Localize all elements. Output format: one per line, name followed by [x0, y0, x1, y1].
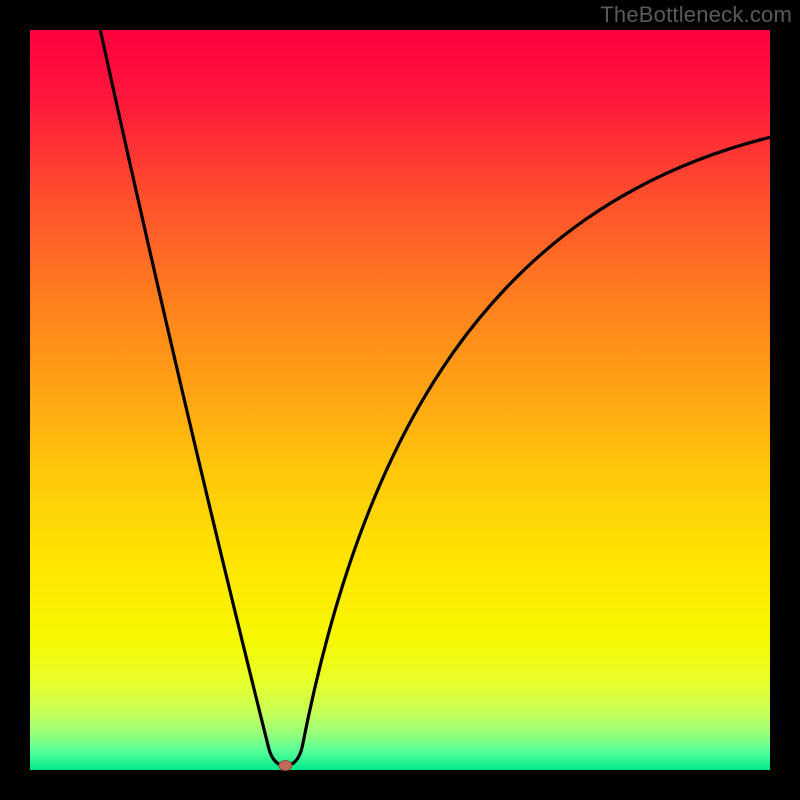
chart-container: TheBottleneck.com	[0, 0, 800, 800]
watermark-text: TheBottleneck.com	[600, 2, 792, 28]
optimal-point-marker	[279, 761, 292, 771]
gradient-background	[30, 30, 770, 770]
bottleneck-chart	[0, 0, 800, 800]
